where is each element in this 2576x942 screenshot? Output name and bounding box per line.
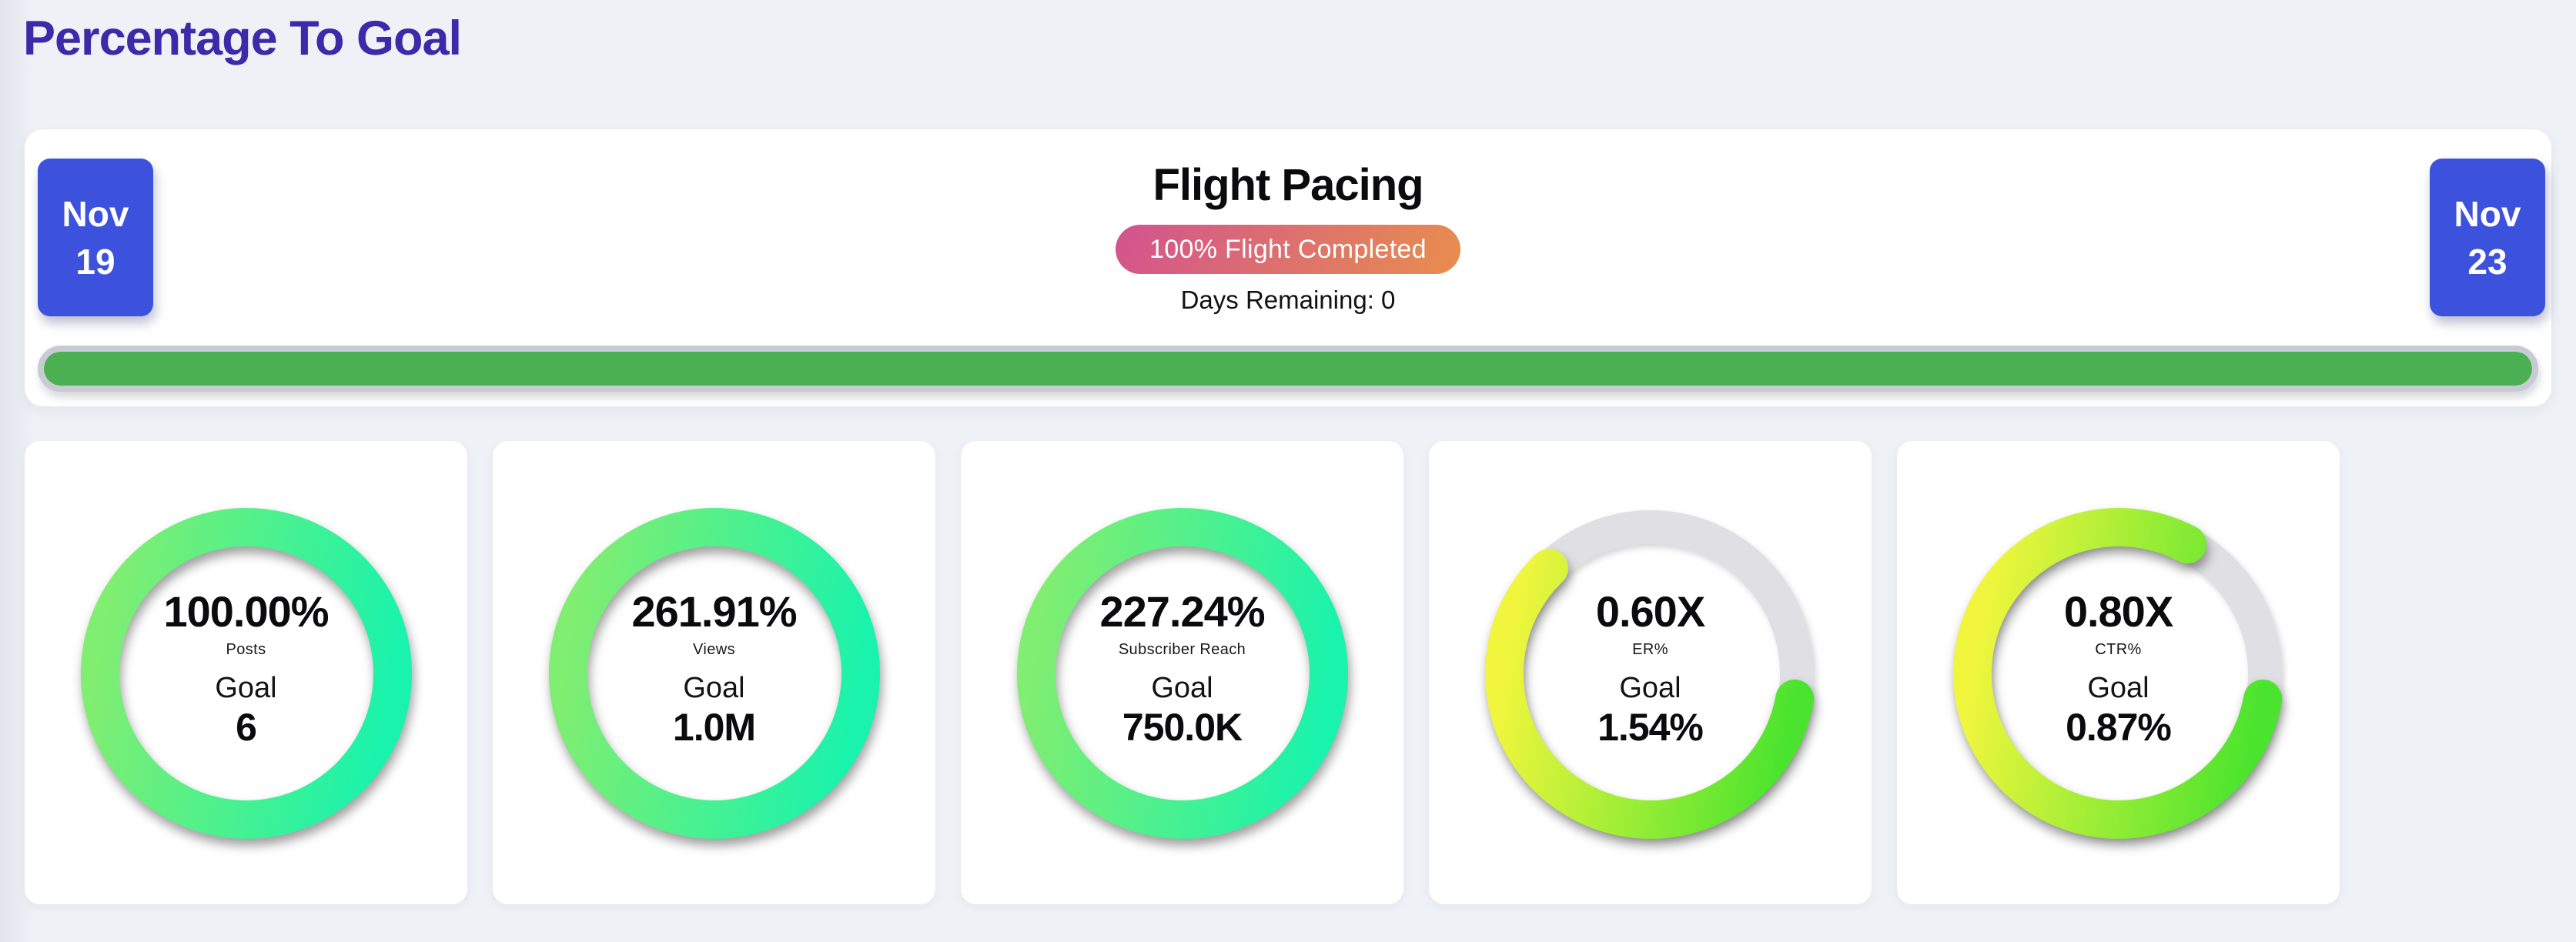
gauge-value: 227.24%	[1099, 587, 1265, 636]
goal-card-views: 261.91% Views Goal 1.0M	[493, 441, 935, 904]
gauge-metric-label: Subscriber Reach	[1118, 641, 1246, 658]
flight-progress-track	[38, 346, 2538, 392]
flight-progress-fill	[44, 352, 2532, 386]
gauge-metric-label: Posts	[226, 641, 266, 658]
goal-cards-row: 100.00% Posts Goal 6 261.91% Views Goal …	[25, 441, 2340, 904]
gauge-ctr: 0.80X CTR% Goal 0.87%	[1942, 496, 2296, 850]
flight-start-month: Nov	[62, 193, 129, 234]
gauge-posts: 100.00% Posts Goal 6	[69, 496, 423, 850]
gauge-value: 100.00%	[163, 587, 329, 636]
gauge-er: 0.60X ER% Goal 1.54%	[1474, 496, 1828, 850]
gauge-text-block: 0.60X ER% Goal 1.54%	[1474, 496, 1828, 850]
flight-start-date-badge: Nov 19	[38, 159, 153, 316]
gauge-goal-label: Goal	[215, 672, 277, 704]
goal-card-ctr: 0.80X CTR% Goal 0.87%	[1897, 441, 2340, 904]
gauge-text-block: 100.00% Posts Goal 6	[69, 496, 423, 850]
gauge-value: 261.91%	[631, 587, 797, 636]
gauge-text-block: 0.80X CTR% Goal 0.87%	[1942, 496, 2296, 850]
flight-pacing-title: Flight Pacing	[1153, 160, 1423, 210]
gauge-goal-value: 0.87%	[2066, 706, 2172, 749]
goal-card-er: 0.60X ER% Goal 1.54%	[1429, 441, 1872, 904]
flight-start-day: 19	[75, 241, 115, 282]
days-remaining-text: Days Remaining: 0	[1180, 286, 1396, 314]
gauge-goal-value: 1.54%	[1597, 706, 1704, 749]
flight-pacing-card: Nov 19 Flight Pacing 100% Flight Complet…	[25, 129, 2551, 406]
flight-end-month: Nov	[2454, 193, 2521, 234]
gauge-text-block: 261.91% Views Goal 1.0M	[537, 496, 892, 850]
gauge-goal-label: Goal	[2087, 672, 2149, 704]
gauge-ring-chart	[548, 508, 880, 839]
gauge-goal-value: 750.0K	[1122, 706, 1243, 749]
flight-end-date-badge: Nov 23	[2430, 159, 2545, 316]
gauge-goal-label: Goal	[1151, 672, 1213, 704]
gauge-metric-label: CTR%	[2095, 641, 2142, 658]
flight-completed-badge: 100% Flight Completed	[1116, 225, 1460, 274]
flight-end-day: 23	[2467, 241, 2507, 282]
gauge-value: 0.60X	[1595, 587, 1705, 636]
gauge-ring-chart	[80, 508, 412, 839]
gauge-subscriber-reach: 227.24% Subscriber Reach Goal 750.0K	[1005, 496, 1360, 850]
gauge-goal-value: 6	[236, 706, 257, 749]
gauge-metric-label: ER%	[1632, 641, 1668, 658]
gauge-value: 0.80X	[2063, 587, 2173, 636]
gauge-goal-label: Goal	[683, 672, 745, 704]
gauge-ring-chart	[1016, 508, 1348, 839]
gauge-text-block: 227.24% Subscriber Reach Goal 750.0K	[1005, 496, 1360, 850]
flight-pacing-center: Flight Pacing 100% Flight Completed Days…	[156, 129, 2420, 316]
gauge-goal-label: Goal	[1619, 672, 1681, 704]
gauge-ring-chart	[1952, 508, 2284, 839]
gauge-goal-value: 1.0M	[672, 706, 756, 749]
goal-card-subscriber-reach: 227.24% Subscriber Reach Goal 750.0K	[961, 441, 1403, 904]
gauge-metric-label: Views	[693, 641, 735, 658]
gauge-views: 261.91% Views Goal 1.0M	[537, 496, 892, 850]
page-title: Percentage To Goal	[23, 12, 462, 65]
gauge-ring-chart	[1484, 508, 1816, 839]
goal-card-posts: 100.00% Posts Goal 6	[25, 441, 467, 904]
